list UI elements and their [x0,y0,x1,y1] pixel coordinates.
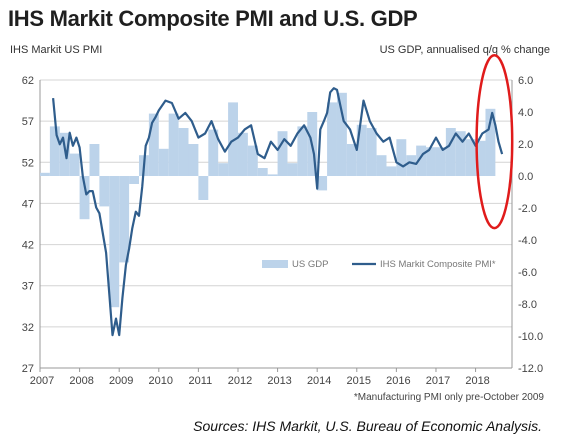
gdp-bar [287,163,298,176]
x-tick-label: 2014 [307,375,331,387]
x-tick-label: 2011 [189,375,213,387]
right-tick-label: -8.0 [518,299,537,311]
x-tick-label: 2017 [426,375,450,387]
right-tick-label: -10.0 [518,331,543,343]
gdp-bar [228,102,238,176]
right-tick-label: -6.0 [518,267,537,279]
gdp-bar [148,113,159,176]
gdp-bar [336,92,347,176]
gdp-bar [455,131,466,176]
legend: US GDP IHS Markit Composite PMI* [262,259,496,270]
gdp-bar [119,176,130,263]
gdp-bar [435,147,446,176]
pmi-gdp-chart: 27 32 37 42 47 52 57 62 6.0 4.0 2.0 0.0 -2.0 -4.0 -6.… [22,54,543,387]
left-tick-label: 62 [22,75,34,87]
gdp-bar [366,128,377,176]
gdp-bar [237,132,248,176]
chart-title: IHS Markit Composite PMI and U.S. GDP [8,6,418,31]
gdp-bar [89,144,100,176]
left-axis-ticks: 27 32 37 42 47 52 57 62 [22,75,34,375]
right-tick-label: 4.0 [518,107,533,119]
gdp-bar [40,172,50,176]
left-tick-label: 47 [22,198,34,210]
left-tick-label: 42 [22,240,34,252]
gridlines [39,79,513,369]
left-axis-title: IHS Markit US PMI [10,44,103,56]
gdp-bar [426,147,436,176]
right-axis-title: US GDP, annualised q/q % change [379,44,550,56]
sources: Sources: IHS Markit, U.S. Bureau of Econ… [193,418,542,434]
right-tick-label: 0.0 [518,171,533,183]
x-tick-label: 2008 [69,375,93,387]
gdp-bar [178,128,189,176]
gdp-bar [396,139,407,176]
gdp-bar [69,153,80,176]
right-tick-label: -12.0 [518,363,543,375]
gdp-bar [267,174,278,176]
gdp-bar [247,145,258,176]
legend-gdp-swatch [262,260,288,268]
gdp-bar [416,145,427,176]
gdp-bar [277,131,288,176]
gdp-bar [346,144,357,176]
legend-pmi-label: IHS Markit Composite PMI* [380,259,496,270]
left-tick-label: 27 [22,363,34,375]
pmi-line [52,87,504,337]
gdp-bar [99,176,110,207]
gdp-bar [445,128,456,176]
x-tick-label: 2012 [228,375,252,387]
footnote: *Manufacturing PMI only pre-October 2009 [353,392,544,403]
x-tick-label: 2016 [386,375,410,387]
gdp-bar [158,148,169,176]
gdp-bar [327,102,337,176]
left-tick-label: 57 [22,116,34,128]
left-tick-label: 37 [22,281,34,293]
right-tick-label: -2.0 [518,203,537,215]
x-tick-label: 2013 [267,375,291,387]
x-tick-label: 2010 [149,375,173,387]
gdp-bar [218,163,229,176]
right-tick-label: 6.0 [518,75,533,87]
legend-gdp-label: US GDP [292,259,328,270]
gdp-bar [129,176,139,184]
gdp-bar [109,176,120,308]
left-tick-label: 52 [22,157,34,169]
gdp-bar [475,140,486,176]
gdp-bar [257,168,268,176]
gdp-bar [356,124,367,176]
gdp-bar [198,176,209,200]
left-tick-label: 32 [22,322,34,334]
highlight-ellipse [475,54,514,230]
right-axis-ticks: 6.0 4.0 2.0 0.0 -2.0 -4.0 -6.0 -8.0 -10.0 -12.0 [518,75,543,375]
gdp-bar [386,166,397,176]
gdp-bar [49,126,60,176]
x-tick-label: 2015 [347,375,371,387]
right-tick-label: 2.0 [518,139,533,151]
gdp-bar [376,155,387,176]
gdp-bar [208,129,219,176]
gdp-bar [317,176,328,191]
gdp-bar [406,155,417,176]
x-tick-label: 2018 [465,375,489,387]
x-tick-label: 2007 [30,375,54,387]
gdp-bar [79,176,90,220]
gdp-bar [168,113,179,176]
x-axis-ticks: 2007 2008 2009 2010 2011 2012 2013 2014 2015 2016… [30,368,490,387]
right-tick-label: -4.0 [518,235,537,247]
gdp-bar [297,126,308,176]
gdp-bar [485,108,496,176]
gdp-bar [465,139,476,176]
gdp-bar [188,144,199,176]
x-tick-label: 2009 [109,375,133,387]
